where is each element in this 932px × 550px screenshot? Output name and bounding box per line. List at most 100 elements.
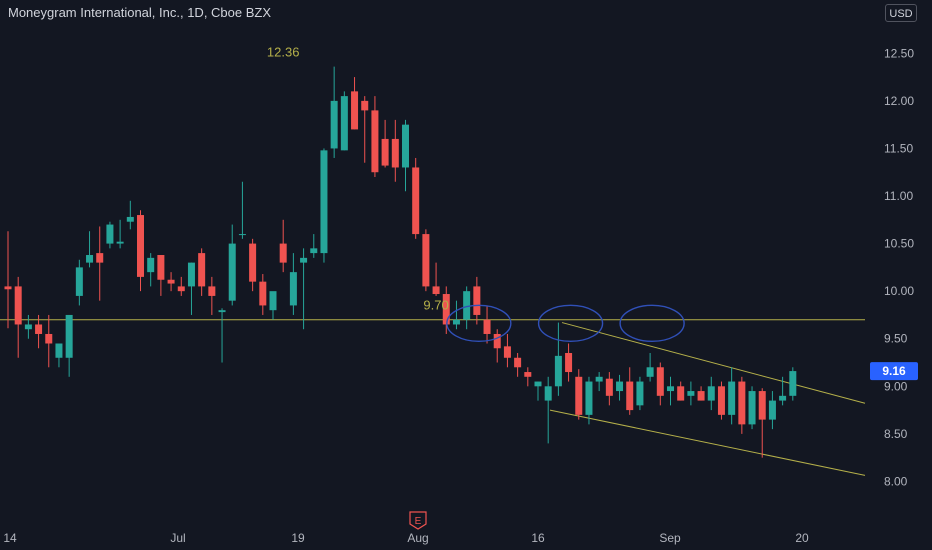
y-tick-label: 8.00: [884, 474, 908, 488]
candle-body: [351, 91, 359, 130]
candle-body: [126, 216, 134, 222]
price-annotation: 9.70: [423, 298, 448, 313]
candle-body: [565, 353, 573, 373]
candle-body: [259, 281, 267, 306]
candle-body: [768, 400, 776, 420]
candle-body: [422, 234, 430, 287]
candle-body: [626, 381, 634, 411]
candle-body: [96, 253, 104, 263]
y-tick-label: 8.50: [884, 427, 908, 441]
candle-body: [667, 386, 674, 392]
candle-body: [310, 248, 318, 254]
channel-lower-line: [549, 409, 866, 476]
candle-body: [147, 257, 155, 273]
candle-body: [228, 243, 236, 301]
candle-body: [177, 286, 185, 292]
y-tick-label: 10.00: [884, 284, 914, 298]
candle-body: [493, 333, 501, 349]
candle-body: [616, 381, 624, 392]
candle-body: [524, 372, 532, 377]
candle-body: [55, 343, 63, 358]
candle-body: [187, 262, 195, 287]
candle-body: [452, 319, 460, 325]
channel-upper-line: [561, 322, 866, 404]
candle-body: [86, 255, 94, 263]
candle-body: [106, 224, 114, 244]
price-annotation: 12.36: [267, 45, 300, 60]
candle-body: [35, 324, 43, 334]
currency-button[interactable]: USD: [885, 4, 917, 22]
candle-body: [14, 286, 22, 325]
candle-body: [728, 381, 736, 415]
candle-body: [412, 167, 420, 235]
candle-body: [605, 378, 613, 396]
touch-ellipse: [446, 304, 512, 343]
candle-body: [656, 367, 664, 396]
x-tick-label: Aug: [407, 531, 428, 545]
touch-ellipse: [537, 304, 604, 343]
candle-body: [269, 291, 277, 311]
earnings-icon-letter: E: [415, 516, 422, 527]
candle-body: [24, 324, 32, 330]
earnings-icon[interactable]: [409, 511, 427, 530]
candle-body: [75, 267, 83, 296]
x-tick-label: Jul: [170, 531, 185, 545]
candle-body: [717, 386, 725, 415]
touch-ellipse: [619, 304, 685, 343]
x-tick-label: 20: [795, 531, 809, 545]
candle-body: [554, 355, 562, 387]
candle-body: [697, 391, 705, 401]
candle-body: [595, 376, 603, 382]
candle-body: [300, 257, 308, 263]
candle-body: [789, 371, 797, 396]
candle-body: [45, 333, 53, 344]
candle-body: [687, 391, 695, 396]
candle-body: [391, 138, 399, 168]
chart-title: Moneygram International, Inc., 1D, Cboe …: [8, 5, 272, 20]
candle-body: [198, 253, 206, 287]
candle-body: [65, 314, 73, 358]
candle-body: [473, 286, 481, 315]
candle-body: [779, 395, 787, 401]
candle-body: [371, 110, 379, 173]
current-price-label: 9.16: [882, 364, 906, 378]
x-tick-label: 19: [291, 531, 305, 545]
candle-body: [432, 286, 440, 295]
y-tick-label: 12.50: [884, 46, 914, 60]
candle-body: [249, 243, 257, 282]
candle-body: [116, 241, 124, 244]
y-tick-label: 9.00: [884, 379, 908, 393]
candle-body: [738, 381, 746, 425]
candle-body: [4, 286, 12, 290]
y-tick-label: 10.50: [884, 237, 914, 251]
candle-body: [677, 386, 685, 401]
candle-body: [758, 391, 766, 420]
candle-body: [585, 381, 593, 415]
x-tick-label: 16: [531, 531, 545, 545]
candle-body: [137, 215, 144, 277]
candle-body: [238, 234, 246, 236]
candle-body: [320, 150, 328, 254]
candle-body: [402, 124, 409, 168]
candle-body: [442, 294, 450, 325]
candle-body: [534, 381, 542, 387]
candle-body: [381, 138, 389, 166]
y-tick-label: 11.00: [884, 189, 913, 203]
candle-body: [340, 96, 348, 151]
candle-body: [575, 376, 583, 415]
x-tick-label: 14: [3, 531, 17, 545]
candle-body: [544, 386, 552, 401]
y-tick-label: 12.00: [884, 94, 914, 108]
y-tick-label: 9.50: [884, 332, 908, 346]
candle-body: [514, 357, 522, 368]
candle-body: [330, 100, 338, 149]
candle-body: [279, 243, 287, 263]
x-tick-label: Sep: [659, 531, 681, 545]
candle-body: [157, 255, 165, 280]
candle-body: [748, 391, 756, 425]
candle-body: [483, 319, 491, 334]
current-price-badge: [870, 362, 918, 381]
y-tick-label: 11.50: [884, 141, 913, 155]
candle-body: [361, 100, 369, 111]
